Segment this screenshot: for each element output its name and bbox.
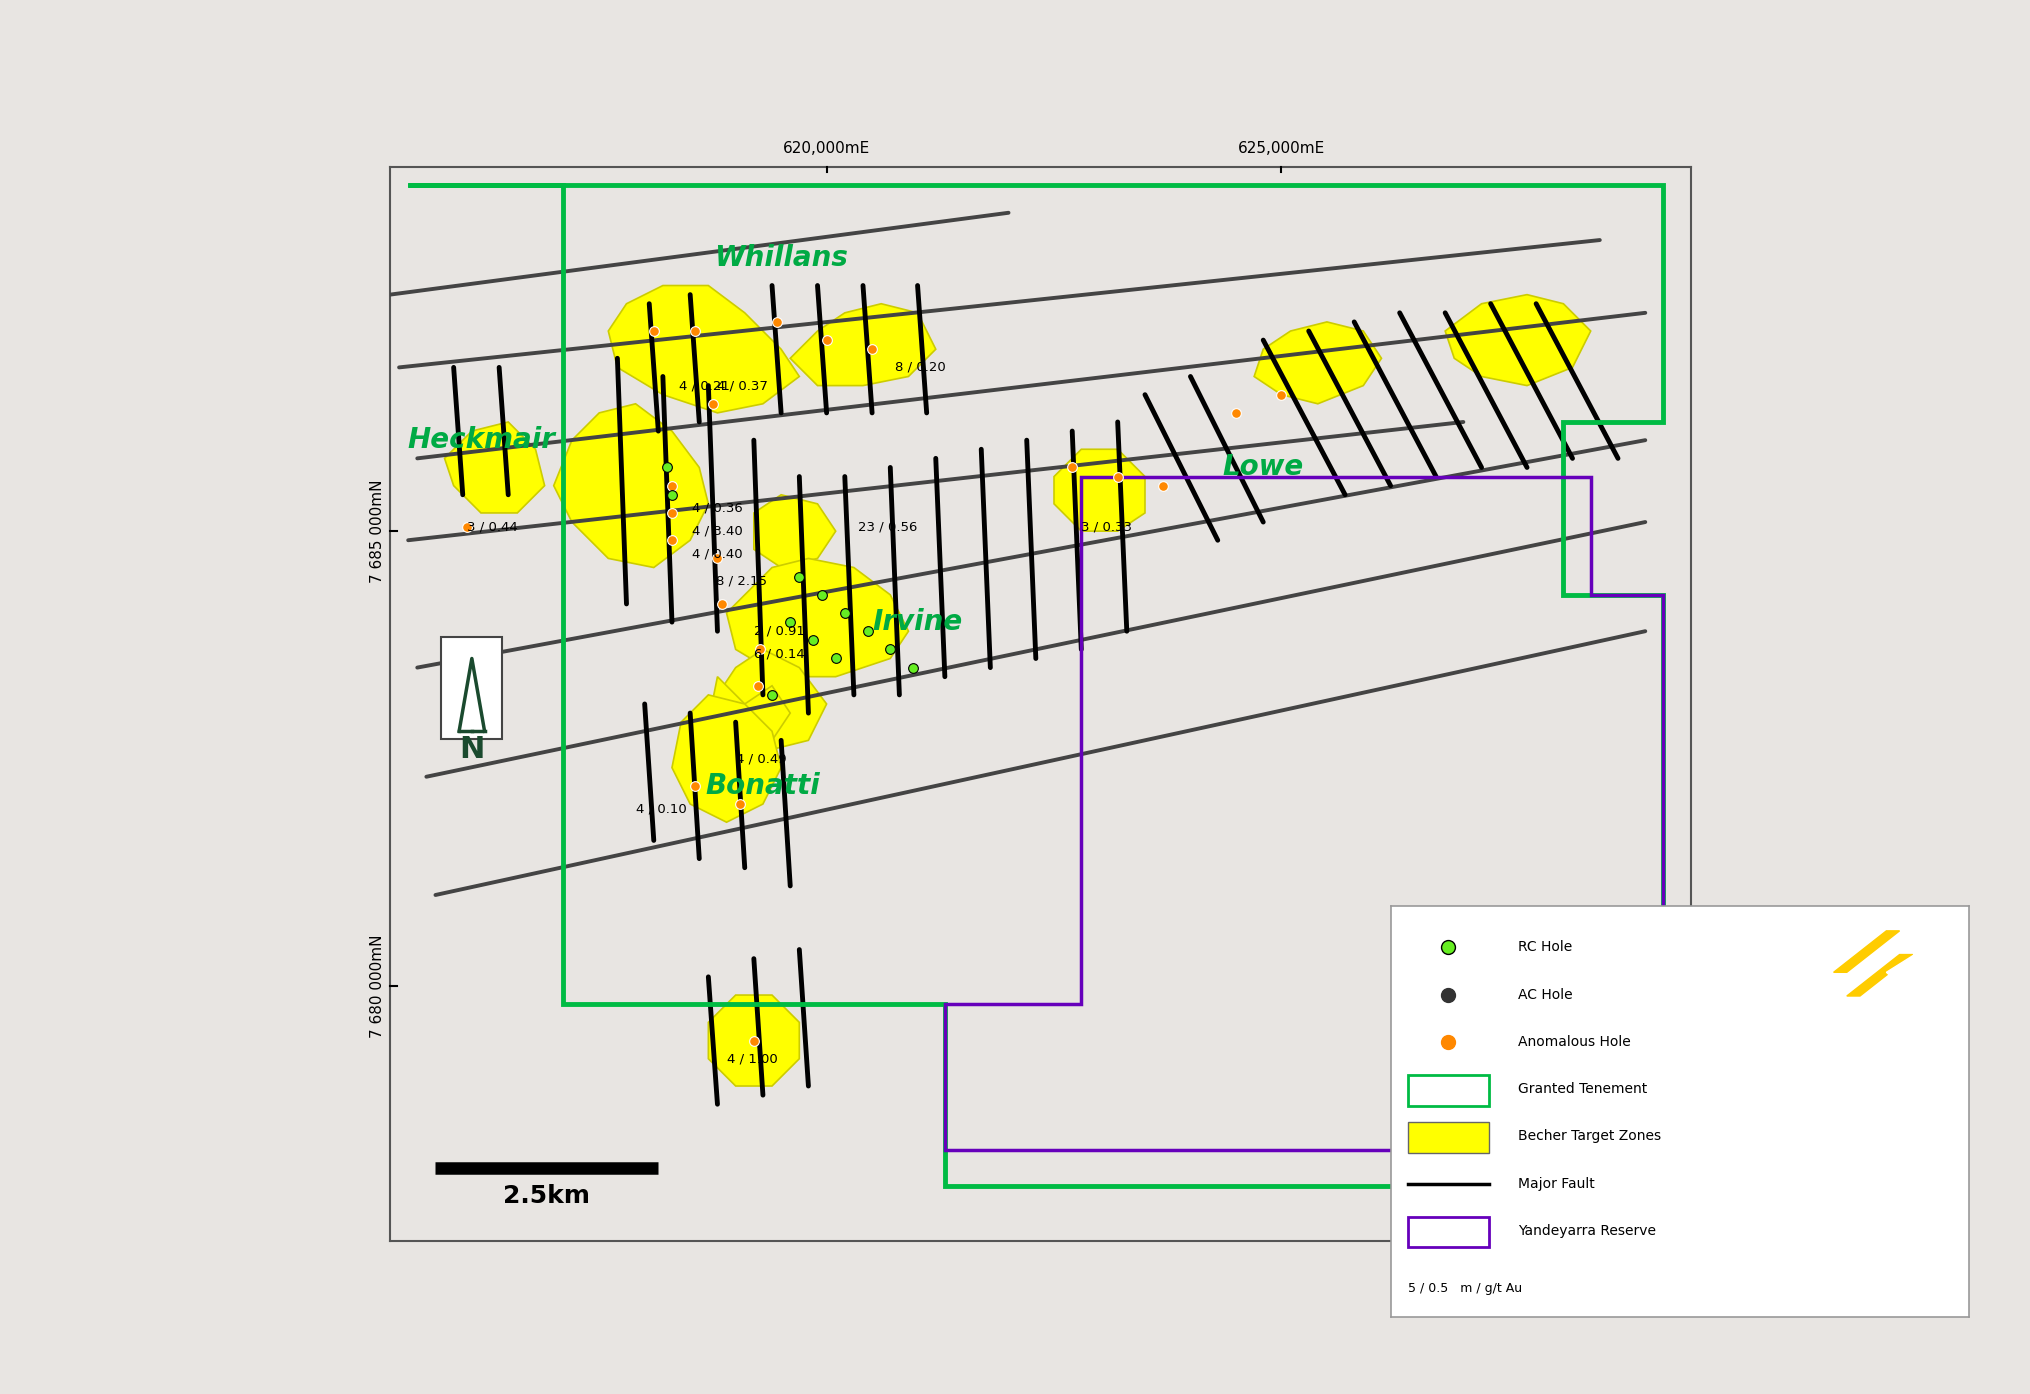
Text: 3 / 0.44: 3 / 0.44 bbox=[467, 520, 518, 533]
Polygon shape bbox=[727, 559, 909, 676]
Text: AC Hole: AC Hole bbox=[1518, 987, 1573, 1001]
Polygon shape bbox=[672, 694, 782, 822]
Text: 4 / 0.21: 4 / 0.21 bbox=[680, 379, 731, 392]
Text: 4 / 3.40: 4 / 3.40 bbox=[692, 524, 743, 538]
Text: N: N bbox=[459, 735, 485, 764]
Polygon shape bbox=[790, 304, 936, 386]
Text: 7 685 000mN: 7 685 000mN bbox=[369, 480, 384, 583]
Text: 23 / 0.56: 23 / 0.56 bbox=[859, 520, 918, 533]
Text: 3 / 0.33: 3 / 0.33 bbox=[1082, 520, 1133, 533]
Polygon shape bbox=[609, 286, 800, 413]
Bar bbox=[1409, 1122, 1488, 1153]
Polygon shape bbox=[1886, 931, 1953, 984]
Text: 8 / 0.20: 8 / 0.20 bbox=[895, 361, 946, 374]
Polygon shape bbox=[708, 676, 790, 750]
Text: Irvine: Irvine bbox=[873, 608, 962, 636]
Text: Major Fault: Major Fault bbox=[1518, 1177, 1596, 1190]
Text: Bonatti: Bonatti bbox=[706, 772, 820, 800]
Text: Whillans: Whillans bbox=[715, 244, 849, 272]
Bar bbox=[1409, 1217, 1488, 1248]
Polygon shape bbox=[753, 495, 836, 567]
Text: 5 / 0.5   m / g/t Au: 5 / 0.5 m / g/t Au bbox=[1409, 1282, 1522, 1295]
Text: Becher Target Zones: Becher Target Zones bbox=[1518, 1129, 1661, 1143]
Text: 2 / 0.91: 2 / 0.91 bbox=[753, 625, 804, 637]
Polygon shape bbox=[1847, 955, 1912, 995]
Text: 6 / 0.14: 6 / 0.14 bbox=[753, 647, 804, 661]
Bar bbox=[1409, 1075, 1488, 1105]
Text: 4 / 0.10: 4 / 0.10 bbox=[635, 802, 686, 815]
Text: 4 / 0.40: 4 / 0.40 bbox=[692, 548, 743, 560]
Polygon shape bbox=[445, 422, 544, 513]
Text: 4 / 0.37: 4 / 0.37 bbox=[717, 379, 767, 392]
Text: RC Hole: RC Hole bbox=[1518, 940, 1571, 955]
Polygon shape bbox=[1833, 931, 1900, 973]
Text: 8 / 2.15: 8 / 2.15 bbox=[717, 574, 767, 588]
Polygon shape bbox=[554, 404, 708, 567]
Text: Granted Tenement: Granted Tenement bbox=[1518, 1082, 1646, 1096]
Text: Yandeyarra Reserve: Yandeyarra Reserve bbox=[1518, 1224, 1656, 1238]
Text: Heckmair: Heckmair bbox=[406, 427, 554, 454]
Text: 625,000mE: 625,000mE bbox=[1238, 141, 1326, 156]
Bar bbox=[441, 637, 501, 739]
Text: 4 / 0.49: 4 / 0.49 bbox=[735, 751, 786, 765]
Polygon shape bbox=[1445, 294, 1592, 386]
Text: Anomalous Hole: Anomalous Hole bbox=[1518, 1034, 1630, 1048]
Text: 620,000mE: 620,000mE bbox=[784, 141, 871, 156]
Text: 4 / 0.36: 4 / 0.36 bbox=[692, 502, 743, 514]
Text: 7 680 000mN: 7 680 000mN bbox=[369, 934, 384, 1037]
Polygon shape bbox=[1054, 449, 1145, 531]
Polygon shape bbox=[717, 650, 826, 750]
Polygon shape bbox=[1255, 322, 1382, 404]
Polygon shape bbox=[708, 995, 800, 1086]
Text: Lowe: Lowe bbox=[1222, 453, 1303, 481]
Text: 4 / 1.00: 4 / 1.00 bbox=[727, 1052, 777, 1065]
Text: 2.5km: 2.5km bbox=[503, 1185, 591, 1209]
